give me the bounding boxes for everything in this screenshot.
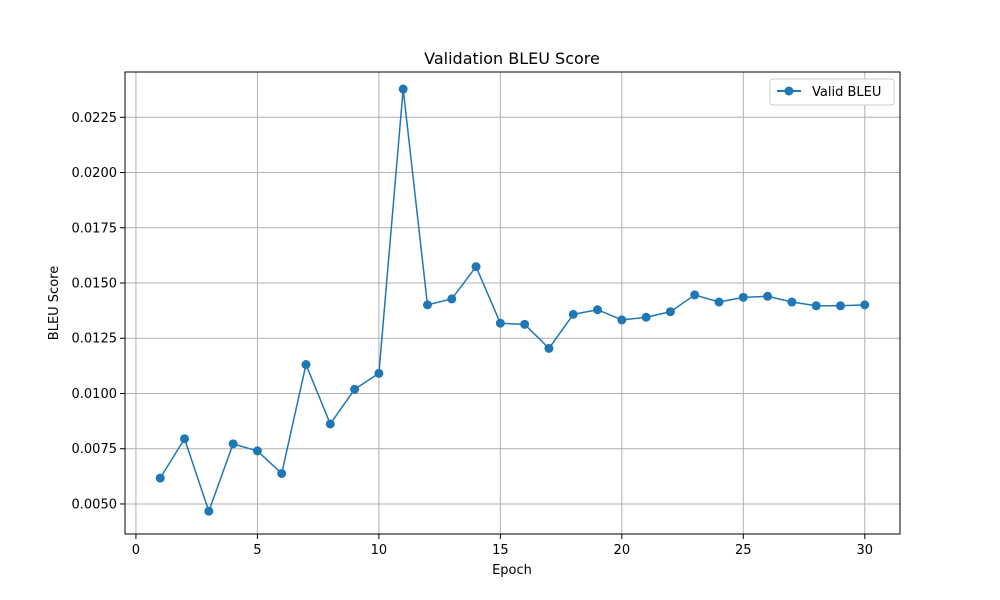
axis-ticks: 0 5 10 15 20 25 30 0.0050 0.0075 0.0100 0.0125 0.01… [72,111,874,558]
x-tick-label: 0 [132,543,140,558]
data-point [665,307,675,317]
plot-area [125,72,900,534]
data-point [374,368,384,378]
x-tick-label: 15 [492,543,509,558]
data-point [714,297,724,307]
y-tick-label: 0.0175 [72,221,118,236]
data-point [763,291,773,301]
plot-frame [124,71,901,535]
data-point [690,290,700,300]
legend-box [769,78,895,106]
chart-title: Validation BLEU Score [424,49,600,68]
data-point [860,300,870,310]
data-point [811,301,821,311]
x-tick-label: 25 [735,543,752,558]
data-point [520,319,530,329]
data-point [593,305,603,315]
data-point [325,419,335,429]
data-point [787,297,797,307]
data-point [180,434,190,444]
x-tick-label: 5 [253,543,261,558]
y-tick-label: 0.0200 [72,166,118,181]
data-point [835,301,845,311]
data-point [471,262,481,272]
data-point [447,294,457,304]
series-layer [155,84,870,516]
data-point [155,473,165,483]
data-point [228,439,238,449]
legend: Valid BLEU [769,78,895,106]
y-tick-label: 0.0225 [72,111,118,126]
data-point [422,300,432,310]
data-point [204,506,214,516]
y-tick-label: 0.0125 [72,332,118,347]
data-point [738,292,748,302]
data-point [277,468,287,478]
y-tick-label: 0.0150 [72,277,118,292]
data-point [301,360,311,370]
x-tick-label: 30 [856,543,873,558]
legend-label: Valid BLEU [812,85,881,100]
y-tick-label: 0.0100 [72,387,118,402]
data-point [495,318,505,328]
data-point [544,343,554,353]
y-tick-label: 0.0075 [72,442,118,457]
data-point [350,384,360,394]
y-tick-label: 0.0050 [72,497,118,512]
data-point [641,312,651,322]
x-axis-label: Epoch [492,563,532,578]
x-tick-label: 20 [614,543,631,558]
data-point [252,446,262,456]
legend-circle-marker [784,86,794,96]
x-tick-label: 10 [371,543,388,558]
y-axis-label: BLEU Score [47,266,62,340]
data-point [568,309,578,319]
data-point [617,315,627,325]
data-point [398,84,408,94]
